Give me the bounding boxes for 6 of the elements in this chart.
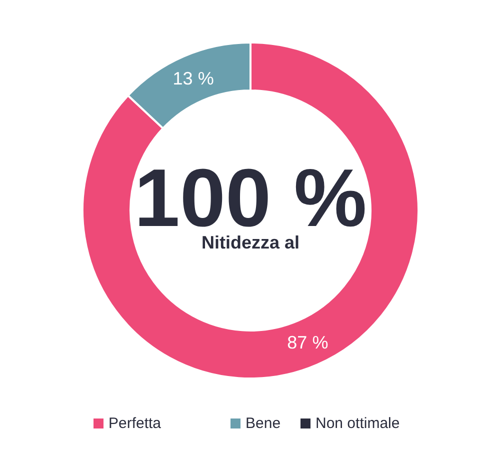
legend-label: Bene (246, 415, 281, 432)
data-label: 13 % (172, 68, 214, 88)
text: Nitidezza al (201, 232, 300, 252)
legend-label: Perfetta (108, 415, 162, 432)
data-label: 87 % (287, 332, 328, 353)
legend-label: Non ottimale (316, 415, 400, 432)
